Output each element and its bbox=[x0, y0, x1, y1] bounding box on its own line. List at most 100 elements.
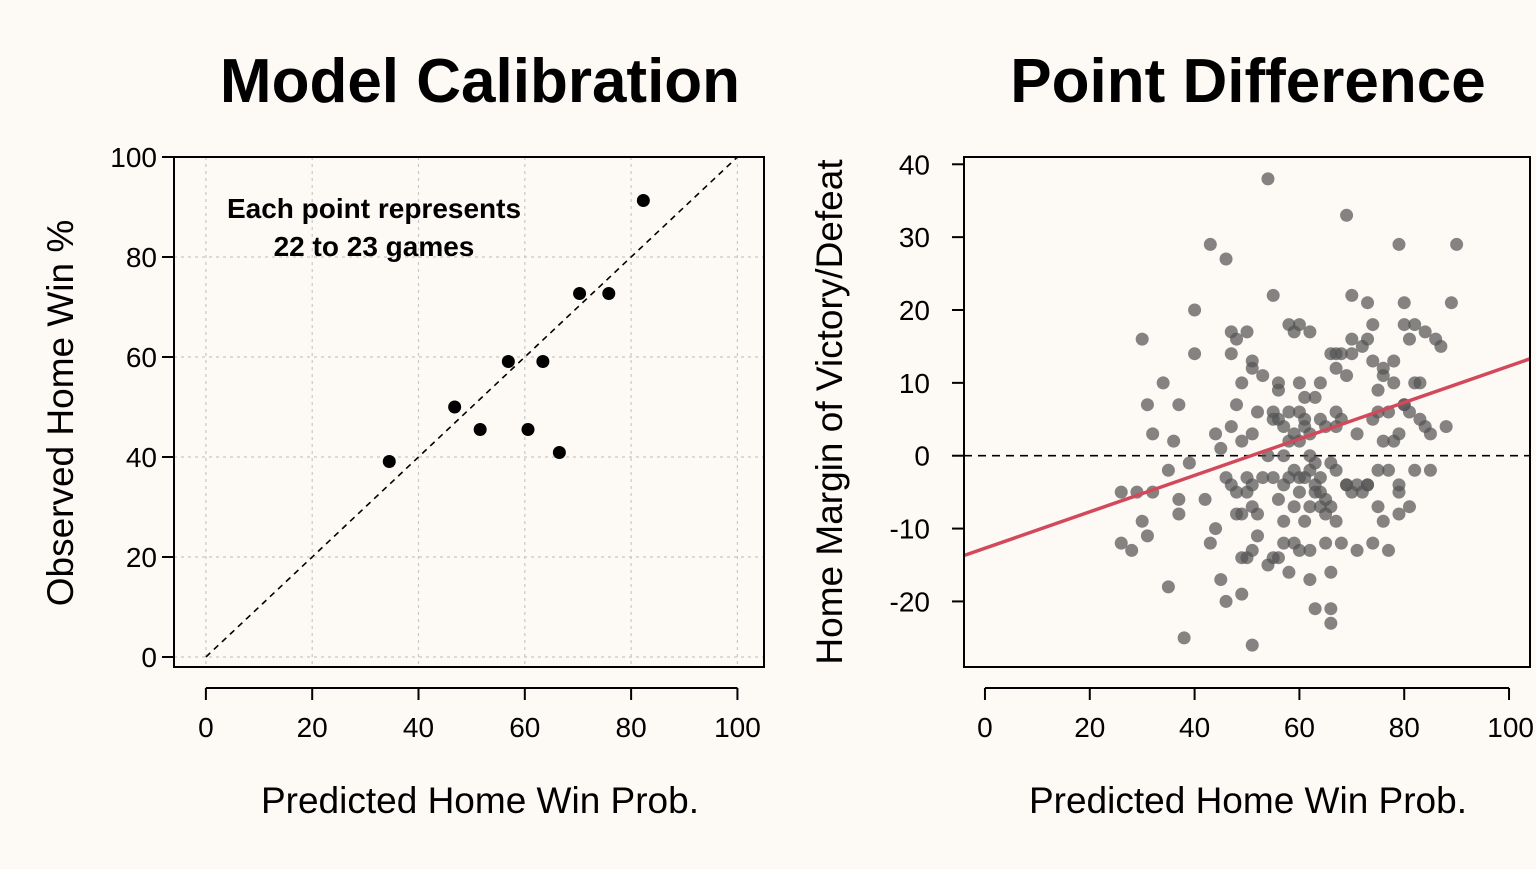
margin-point bbox=[1366, 536, 1380, 550]
margin-point bbox=[1324, 616, 1338, 630]
margin-point bbox=[1245, 543, 1259, 557]
margin-point bbox=[1188, 347, 1202, 361]
margin-point bbox=[1277, 514, 1291, 528]
regression-fit-line bbox=[963, 357, 1531, 558]
margin-point bbox=[1203, 237, 1217, 251]
margin-point bbox=[1172, 398, 1186, 412]
calibration-y-axis-label: Observed Home Win % bbox=[40, 220, 81, 607]
margin-point bbox=[1350, 543, 1364, 557]
margin-point bbox=[1245, 638, 1259, 652]
point-difference-x-tick-label: 100 bbox=[1487, 712, 1534, 743]
margin-point bbox=[1125, 543, 1139, 557]
margin-point bbox=[1366, 318, 1380, 332]
margin-point bbox=[1324, 565, 1338, 579]
margin-point bbox=[1308, 456, 1322, 470]
margin-point bbox=[1235, 376, 1249, 390]
margin-point bbox=[1219, 594, 1233, 608]
margin-point bbox=[1387, 376, 1401, 390]
margin-point bbox=[1292, 318, 1306, 332]
margin-point bbox=[1392, 237, 1406, 251]
margin-point bbox=[1135, 514, 1149, 528]
margin-point bbox=[1240, 325, 1254, 339]
margin-point bbox=[1434, 339, 1448, 353]
point-difference-y-axis-label: Home Margin of Victory/Defeat bbox=[809, 159, 850, 665]
margin-point bbox=[1140, 529, 1154, 543]
calibration-y-tick-label: 80 bbox=[126, 242, 157, 273]
calibration-point bbox=[636, 194, 650, 207]
margin-point bbox=[1114, 485, 1128, 499]
margin-point bbox=[1313, 376, 1327, 390]
margin-point bbox=[1382, 463, 1395, 477]
margin-point bbox=[1224, 347, 1238, 361]
margin-point bbox=[1256, 471, 1270, 485]
margin-point bbox=[1245, 427, 1259, 441]
calibration-title: Model Calibration bbox=[220, 47, 740, 116]
margin-point bbox=[1303, 325, 1317, 339]
margin-point bbox=[1298, 390, 1312, 404]
margin-point bbox=[1402, 500, 1416, 514]
margin-point bbox=[1376, 369, 1390, 383]
margin-point bbox=[1345, 288, 1359, 302]
margin-point bbox=[1361, 478, 1375, 492]
margin-point bbox=[1340, 208, 1354, 222]
margin-point bbox=[1224, 420, 1238, 434]
margin-point bbox=[1271, 551, 1285, 565]
point-difference-x-tick-label: 80 bbox=[1389, 712, 1420, 743]
margin-point bbox=[1308, 390, 1322, 404]
margin-point bbox=[1235, 434, 1249, 448]
margin-point bbox=[1392, 507, 1406, 521]
margin-point bbox=[1313, 471, 1327, 485]
margin-point bbox=[1340, 369, 1354, 383]
margin-point bbox=[1408, 318, 1422, 332]
point-difference-x-axis: 0 20 40 60 80 100 bbox=[977, 687, 1534, 743]
margin-point bbox=[1250, 405, 1264, 419]
point-difference-x-tick-label: 60 bbox=[1284, 712, 1315, 743]
calibration-y-tick-label: 20 bbox=[126, 542, 157, 573]
margin-point bbox=[1177, 631, 1191, 645]
calibration-y-axis: 0 20 40 60 80 100 bbox=[110, 142, 175, 673]
margin-point bbox=[1308, 602, 1322, 616]
point-difference-x-tick-label: 0 bbox=[977, 712, 993, 743]
margin-point bbox=[1140, 398, 1154, 412]
margin-point bbox=[1371, 463, 1385, 477]
margin-point bbox=[1376, 434, 1390, 448]
calibration-x-axis: 0 20 40 60 80 100 bbox=[198, 687, 761, 743]
margin-point bbox=[1345, 347, 1359, 361]
point-difference-y-tick-label: -20 bbox=[890, 586, 930, 617]
margin-point bbox=[1198, 492, 1212, 506]
margin-point bbox=[1397, 318, 1411, 332]
margin-point bbox=[1392, 427, 1406, 441]
calibration-x-tick-label: 40 bbox=[403, 712, 434, 743]
margin-point bbox=[1303, 573, 1317, 587]
margin-point bbox=[1271, 492, 1285, 506]
margin-point bbox=[1423, 463, 1437, 477]
point-difference-title: Point Difference bbox=[1010, 47, 1485, 116]
margin-point bbox=[1161, 580, 1175, 594]
calibration-x-tick-label: 100 bbox=[714, 712, 761, 743]
margin-point bbox=[1214, 573, 1228, 587]
calibration-point bbox=[501, 355, 515, 368]
calibration-point bbox=[552, 446, 566, 459]
margin-point bbox=[1209, 522, 1223, 536]
margin-point bbox=[1209, 427, 1223, 441]
point-difference-x-tick-label: 40 bbox=[1179, 712, 1210, 743]
margin-point bbox=[1371, 500, 1385, 514]
calibration-y-tick-label: 0 bbox=[141, 642, 157, 673]
margin-point bbox=[1292, 543, 1306, 557]
margin-point bbox=[1287, 500, 1301, 514]
margin-point bbox=[1114, 536, 1128, 550]
margin-point bbox=[1135, 332, 1149, 346]
margin-point bbox=[1387, 354, 1401, 368]
calibration-point bbox=[536, 355, 550, 368]
calibration-panel: Model Calibration 0 20 40 60 80 100 0 20 40 60 80… bbox=[40, 47, 765, 821]
margin-point bbox=[1371, 383, 1385, 397]
margin-point bbox=[1329, 463, 1343, 477]
margin-point bbox=[1271, 376, 1285, 390]
margin-point bbox=[1292, 485, 1306, 499]
margin-point bbox=[1235, 507, 1249, 521]
margin-point bbox=[1245, 478, 1259, 492]
margin-point bbox=[1303, 500, 1317, 514]
margin-point bbox=[1245, 361, 1259, 375]
calibration-point bbox=[382, 455, 396, 468]
